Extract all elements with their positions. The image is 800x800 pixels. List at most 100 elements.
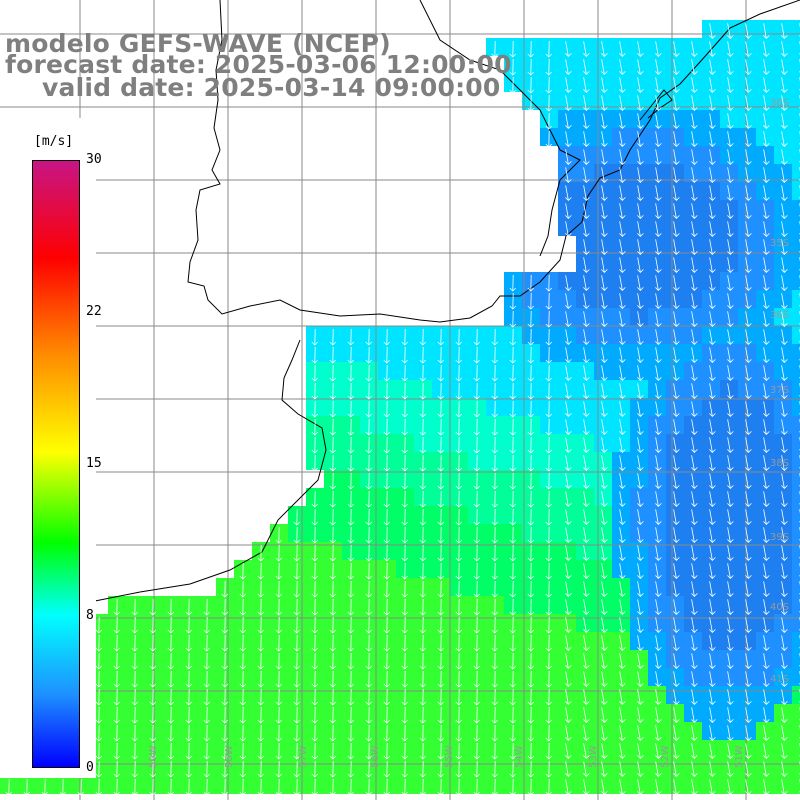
wind-vector-arrow — [583, 653, 590, 669]
wind-vector-arrow — [527, 436, 535, 454]
wind-vector-arrow — [23, 778, 31, 796]
wind-vector-arrow — [637, 419, 644, 435]
wind-vector-arrow — [781, 617, 788, 633]
wind-vector-arrow — [311, 400, 319, 418]
wind-vector-arrow — [673, 725, 680, 741]
wind-vector-arrow — [329, 490, 337, 508]
wind-vector-arrow — [329, 670, 337, 688]
wind-vector-arrow — [673, 509, 680, 525]
wind-vector-arrow — [383, 652, 391, 670]
wind-vector-arrow — [565, 743, 572, 759]
wind-vector-arrow — [185, 724, 193, 742]
wind-vector-arrow — [473, 508, 481, 526]
wind-vector-arrow — [727, 185, 734, 201]
wind-vector-arrow — [727, 509, 734, 525]
longitude-labels: 60W59W58W57W56W55W54W53W52W51W — [6, 745, 745, 768]
wind-vector-arrow — [95, 634, 103, 652]
wind-vector-arrow — [383, 634, 391, 652]
wind-vector-arrow — [763, 41, 770, 57]
wind-vector-arrow — [619, 293, 626, 309]
wind-vector-arrow — [419, 436, 427, 454]
wind-vector-arrow — [745, 293, 752, 309]
wind-vector-arrow — [745, 365, 752, 381]
wind-vector-arrow — [601, 311, 608, 327]
wind-vector-arrow — [437, 598, 445, 616]
wind-vector-arrow — [293, 652, 301, 670]
wind-vector-arrow — [619, 149, 626, 165]
wind-vector-arrow — [473, 526, 481, 544]
wind-vector-arrow — [491, 346, 499, 364]
wind-vector-arrow — [583, 581, 590, 597]
wind-vector-arrow — [565, 203, 572, 219]
wind-vector-arrow — [131, 778, 139, 796]
wind-vector-arrow — [781, 563, 788, 579]
wind-vector-arrow — [565, 689, 572, 705]
wind-vector-arrow — [727, 671, 734, 687]
wind-vector-arrow — [637, 167, 644, 183]
wind-vector-arrow — [239, 742, 247, 760]
wind-vector-arrow — [401, 706, 409, 724]
wind-vector-arrow — [257, 616, 265, 634]
wind-vector-arrow — [527, 454, 535, 472]
wind-vector-arrow — [673, 491, 680, 507]
wind-vector-arrow — [619, 761, 626, 777]
wind-vector-arrow — [311, 508, 319, 526]
wind-vector-arrow — [113, 778, 121, 796]
wind-vector-arrow — [383, 778, 391, 796]
wind-vector-arrow — [781, 203, 788, 219]
field-cell — [792, 668, 800, 686]
wind-vector-arrow — [401, 436, 409, 454]
wind-vector-arrow — [419, 400, 427, 418]
wind-vector-arrow — [347, 670, 355, 688]
wind-vector-arrow — [655, 41, 662, 57]
wind-vector-arrow — [509, 526, 517, 544]
wind-vector-arrow — [293, 508, 301, 526]
wind-vector-arrow — [619, 365, 626, 381]
wind-vector-arrow — [709, 527, 716, 543]
wind-vector-arrow — [673, 473, 680, 489]
wind-vector-arrow — [347, 742, 355, 760]
wind-vector-arrow — [763, 185, 770, 201]
wind-vector-arrow — [401, 400, 409, 418]
wind-vector-arrow — [419, 454, 427, 472]
wind-vector-arrow — [437, 616, 445, 634]
wind-vector-arrow — [509, 346, 517, 364]
wind-vector-arrow — [347, 472, 355, 490]
wind-vector-arrow — [619, 131, 626, 147]
wind-vector-arrow — [763, 455, 770, 471]
wind-vector-arrow — [275, 580, 283, 598]
wind-vector-arrow — [781, 401, 788, 417]
wind-vector-arrow — [527, 292, 535, 310]
wind-vector-arrow — [95, 688, 103, 706]
wind-vector-arrow — [673, 311, 680, 327]
wind-vector-arrow — [709, 779, 716, 795]
wind-vector-arrow — [437, 454, 445, 472]
wind-vector-arrow — [203, 670, 211, 688]
wind-vector-arrow — [709, 563, 716, 579]
wind-vector-arrow — [673, 401, 680, 417]
wind-vector-arrow — [637, 131, 644, 147]
wind-vector-arrow — [527, 328, 535, 346]
wind-vector-arrow — [727, 401, 734, 417]
wind-vector-arrow — [619, 311, 626, 327]
wind-vector-arrow — [637, 95, 644, 111]
wind-vector-arrow — [619, 527, 626, 543]
wind-vector-arrow — [293, 778, 301, 796]
wind-vector-arrow — [727, 23, 734, 39]
wind-vector-arrow — [763, 509, 770, 525]
wind-vector-arrow — [655, 347, 662, 363]
wind-vector-arrow — [491, 382, 499, 400]
wind-vector-arrow — [275, 652, 283, 670]
wind-vector-arrow — [347, 580, 355, 598]
wind-vector-arrow — [745, 41, 752, 57]
wind-vector-arrow — [745, 23, 752, 39]
wind-vector-arrow — [275, 544, 283, 562]
wind-vector-arrow — [601, 95, 608, 111]
wind-vector-arrow — [655, 185, 662, 201]
wind-vector-arrow — [619, 329, 626, 345]
wind-vector-arrow — [275, 724, 283, 742]
wind-vector-arrow — [473, 580, 481, 598]
wind-vector-arrow — [583, 257, 590, 273]
wind-vector-arrow — [131, 706, 139, 724]
wind-vector-arrow — [673, 455, 680, 471]
